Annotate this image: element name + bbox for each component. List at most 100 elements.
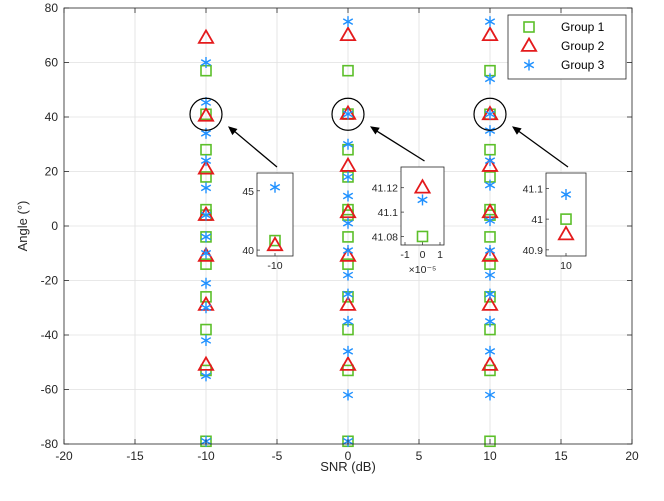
- group-2-marker: [481, 295, 499, 311]
- group-1-marker: [416, 230, 429, 243]
- group-3-marker: [342, 288, 354, 300]
- group-2-marker: [339, 203, 357, 219]
- inset-x-tick-label: -10: [267, 260, 282, 272]
- group-3-marker: [200, 57, 212, 68]
- legend: Group 1 Group 2 Group 3: [507, 14, 627, 80]
- group-2-marker: [339, 25, 357, 42]
- group-3-marker: [200, 209, 212, 221]
- y-tick-label: 40: [45, 110, 59, 124]
- group-3-marker: [484, 215, 496, 227]
- group-1-marker: [523, 21, 535, 33]
- group-3-marker: [484, 73, 496, 85]
- group-3-marker: [200, 370, 212, 382]
- group-3-marker: [417, 194, 428, 206]
- group-3-marker: [342, 269, 354, 281]
- group-1-marker: [484, 143, 496, 156]
- inset-y-tick-label: 41.12: [372, 183, 398, 195]
- inset-y-tick-label: 41.1: [378, 207, 399, 219]
- group-2-marker: [339, 156, 357, 172]
- group-3-marker: [484, 345, 496, 357]
- y-tick-label: -40: [41, 328, 59, 342]
- group-1-marker: [269, 234, 281, 247]
- y-tick-label: 0: [51, 219, 58, 233]
- legend-box: [507, 14, 627, 80]
- y-tick-label: -80: [41, 437, 59, 451]
- zoom-arrowhead: [370, 126, 380, 135]
- group-3-marker: [484, 179, 496, 191]
- group-3-marker: [200, 155, 212, 167]
- group-1-marker: [484, 258, 496, 270]
- group-1-marker: [484, 231, 496, 243]
- x-tick-label: -15: [126, 449, 144, 463]
- group-1-marker: [200, 323, 212, 336]
- group-3-marker: [484, 155, 496, 167]
- group-3-marker: [342, 16, 354, 28]
- inset-x-tick-label: -1: [400, 249, 409, 261]
- x-tick-label: 5: [416, 449, 423, 463]
- zoom-arrow: [373, 128, 425, 162]
- group-2-marker: [197, 159, 215, 175]
- zoom-circle: [331, 97, 365, 131]
- data-markers: [197, 16, 499, 448]
- inset-plot: 45 40 -10: [242, 172, 294, 272]
- group-1-marker: [484, 435, 496, 448]
- group-2-marker: [481, 156, 499, 172]
- group-3-marker: [484, 288, 496, 300]
- x-tick-label: 0: [345, 449, 352, 463]
- y-tick-label: 20: [45, 165, 59, 179]
- group-3-marker: [342, 217, 354, 229]
- group-3-marker: [484, 16, 496, 28]
- y-axis-label: Angle (°): [15, 201, 30, 252]
- zoom-arrowhead: [228, 126, 238, 136]
- x-tick-label: 20: [625, 449, 639, 463]
- inset-plot: 41.12 41.1 41.08-1 0 1×10⁻⁵: [372, 166, 445, 276]
- group-3-marker: [200, 334, 212, 346]
- zoom-arrow: [515, 128, 569, 168]
- x-tick-label: -5: [272, 449, 283, 463]
- inset-y-tick-label: 41.1: [523, 183, 544, 195]
- group-3-marker: [484, 108, 496, 120]
- inset-y-tick-label: 41.08: [372, 231, 398, 243]
- y-tick-label: -60: [41, 383, 59, 397]
- group-2-marker: [339, 355, 357, 371]
- group-3-marker: [269, 181, 281, 193]
- zoom-circle: [473, 97, 507, 131]
- x-tick-label: -20: [55, 449, 73, 463]
- group-2-marker: [413, 178, 432, 194]
- group-2-marker: [520, 36, 538, 52]
- group-3-marker: [342, 108, 354, 120]
- group-1-marker: [560, 213, 572, 225]
- group-1-marker: [200, 258, 212, 270]
- inset-y-tick-label: 40: [242, 245, 254, 257]
- group-3-marker: [342, 171, 354, 183]
- group-3-marker: [200, 302, 212, 314]
- inset-plot: 41.1 41 40.9 10: [523, 172, 587, 272]
- group-1-marker: [342, 258, 354, 270]
- group-2-marker: [339, 246, 357, 262]
- legend-label: Group 3: [561, 58, 605, 72]
- group-3-marker: [484, 269, 496, 281]
- inset-x-tick-label: 0: [420, 249, 426, 261]
- zoom-circle: [189, 97, 223, 131]
- group-3-marker: [484, 245, 496, 257]
- zoom-annotations: [189, 97, 569, 168]
- inset-x-exponent: ×10⁻⁵: [409, 264, 437, 276]
- group-2-marker: [481, 246, 499, 262]
- y-tick-label: 60: [45, 56, 59, 70]
- x-tick-label: 15: [554, 449, 568, 463]
- group-3-marker: [200, 277, 212, 289]
- inset-y-tick-label: 45: [242, 186, 254, 198]
- group-3-marker: [342, 245, 354, 257]
- group-3-marker: [484, 315, 496, 327]
- group-2-marker: [481, 355, 499, 371]
- group-3-marker: [342, 315, 354, 327]
- group-1-marker: [200, 291, 212, 303]
- group-3-marker: [200, 247, 212, 259]
- group-3-marker: [200, 182, 212, 194]
- group-1-marker: [342, 231, 354, 243]
- group-2-marker: [197, 28, 215, 44]
- y-tick-label: -20: [41, 274, 59, 288]
- group-1-marker: [200, 143, 212, 156]
